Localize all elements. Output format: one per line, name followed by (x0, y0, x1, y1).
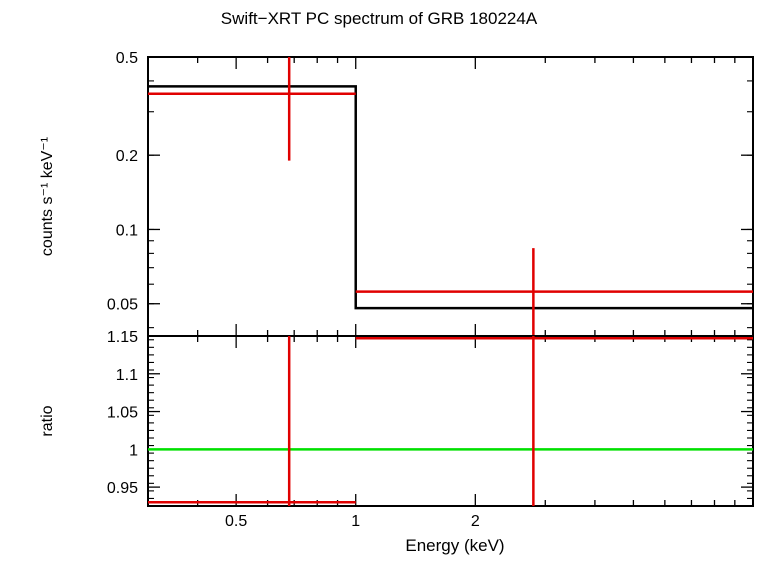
ratio-y-axis-label: ratio (39, 405, 56, 436)
ratio-y-tick-label: 1 (129, 442, 138, 459)
spectrum-y-tick-label: 0.05 (107, 297, 138, 314)
spectrum-y-tick-label: 0.1 (116, 222, 138, 239)
x-tick-label: 1 (351, 513, 360, 530)
spectrum-y-tick-label: 0.2 (116, 148, 138, 165)
ratio-y-tick-label: 1.05 (107, 405, 138, 422)
ratio-frame (147, 335, 754, 507)
x-tick-label: 0.5 (225, 513, 247, 530)
spectrum-frame (147, 56, 754, 337)
x-tick-label: 2 (471, 513, 480, 530)
ratio-y-tick-label: 1.1 (116, 367, 138, 384)
ratio-y-tick-label: 0.95 (107, 480, 138, 497)
ratio-y-tick-label: 1.15 (107, 329, 138, 346)
spectrum-y-tick-label: 0.5 (116, 50, 138, 67)
spectrum-model-step (148, 85, 753, 310)
x-axis-label: Energy (keV) (405, 536, 504, 555)
chart-title: Swift−XRT PC spectrum of GRB 180224A (221, 9, 538, 28)
spectrum-y-axis-label: counts s⁻¹ keV⁻¹ (39, 137, 56, 256)
